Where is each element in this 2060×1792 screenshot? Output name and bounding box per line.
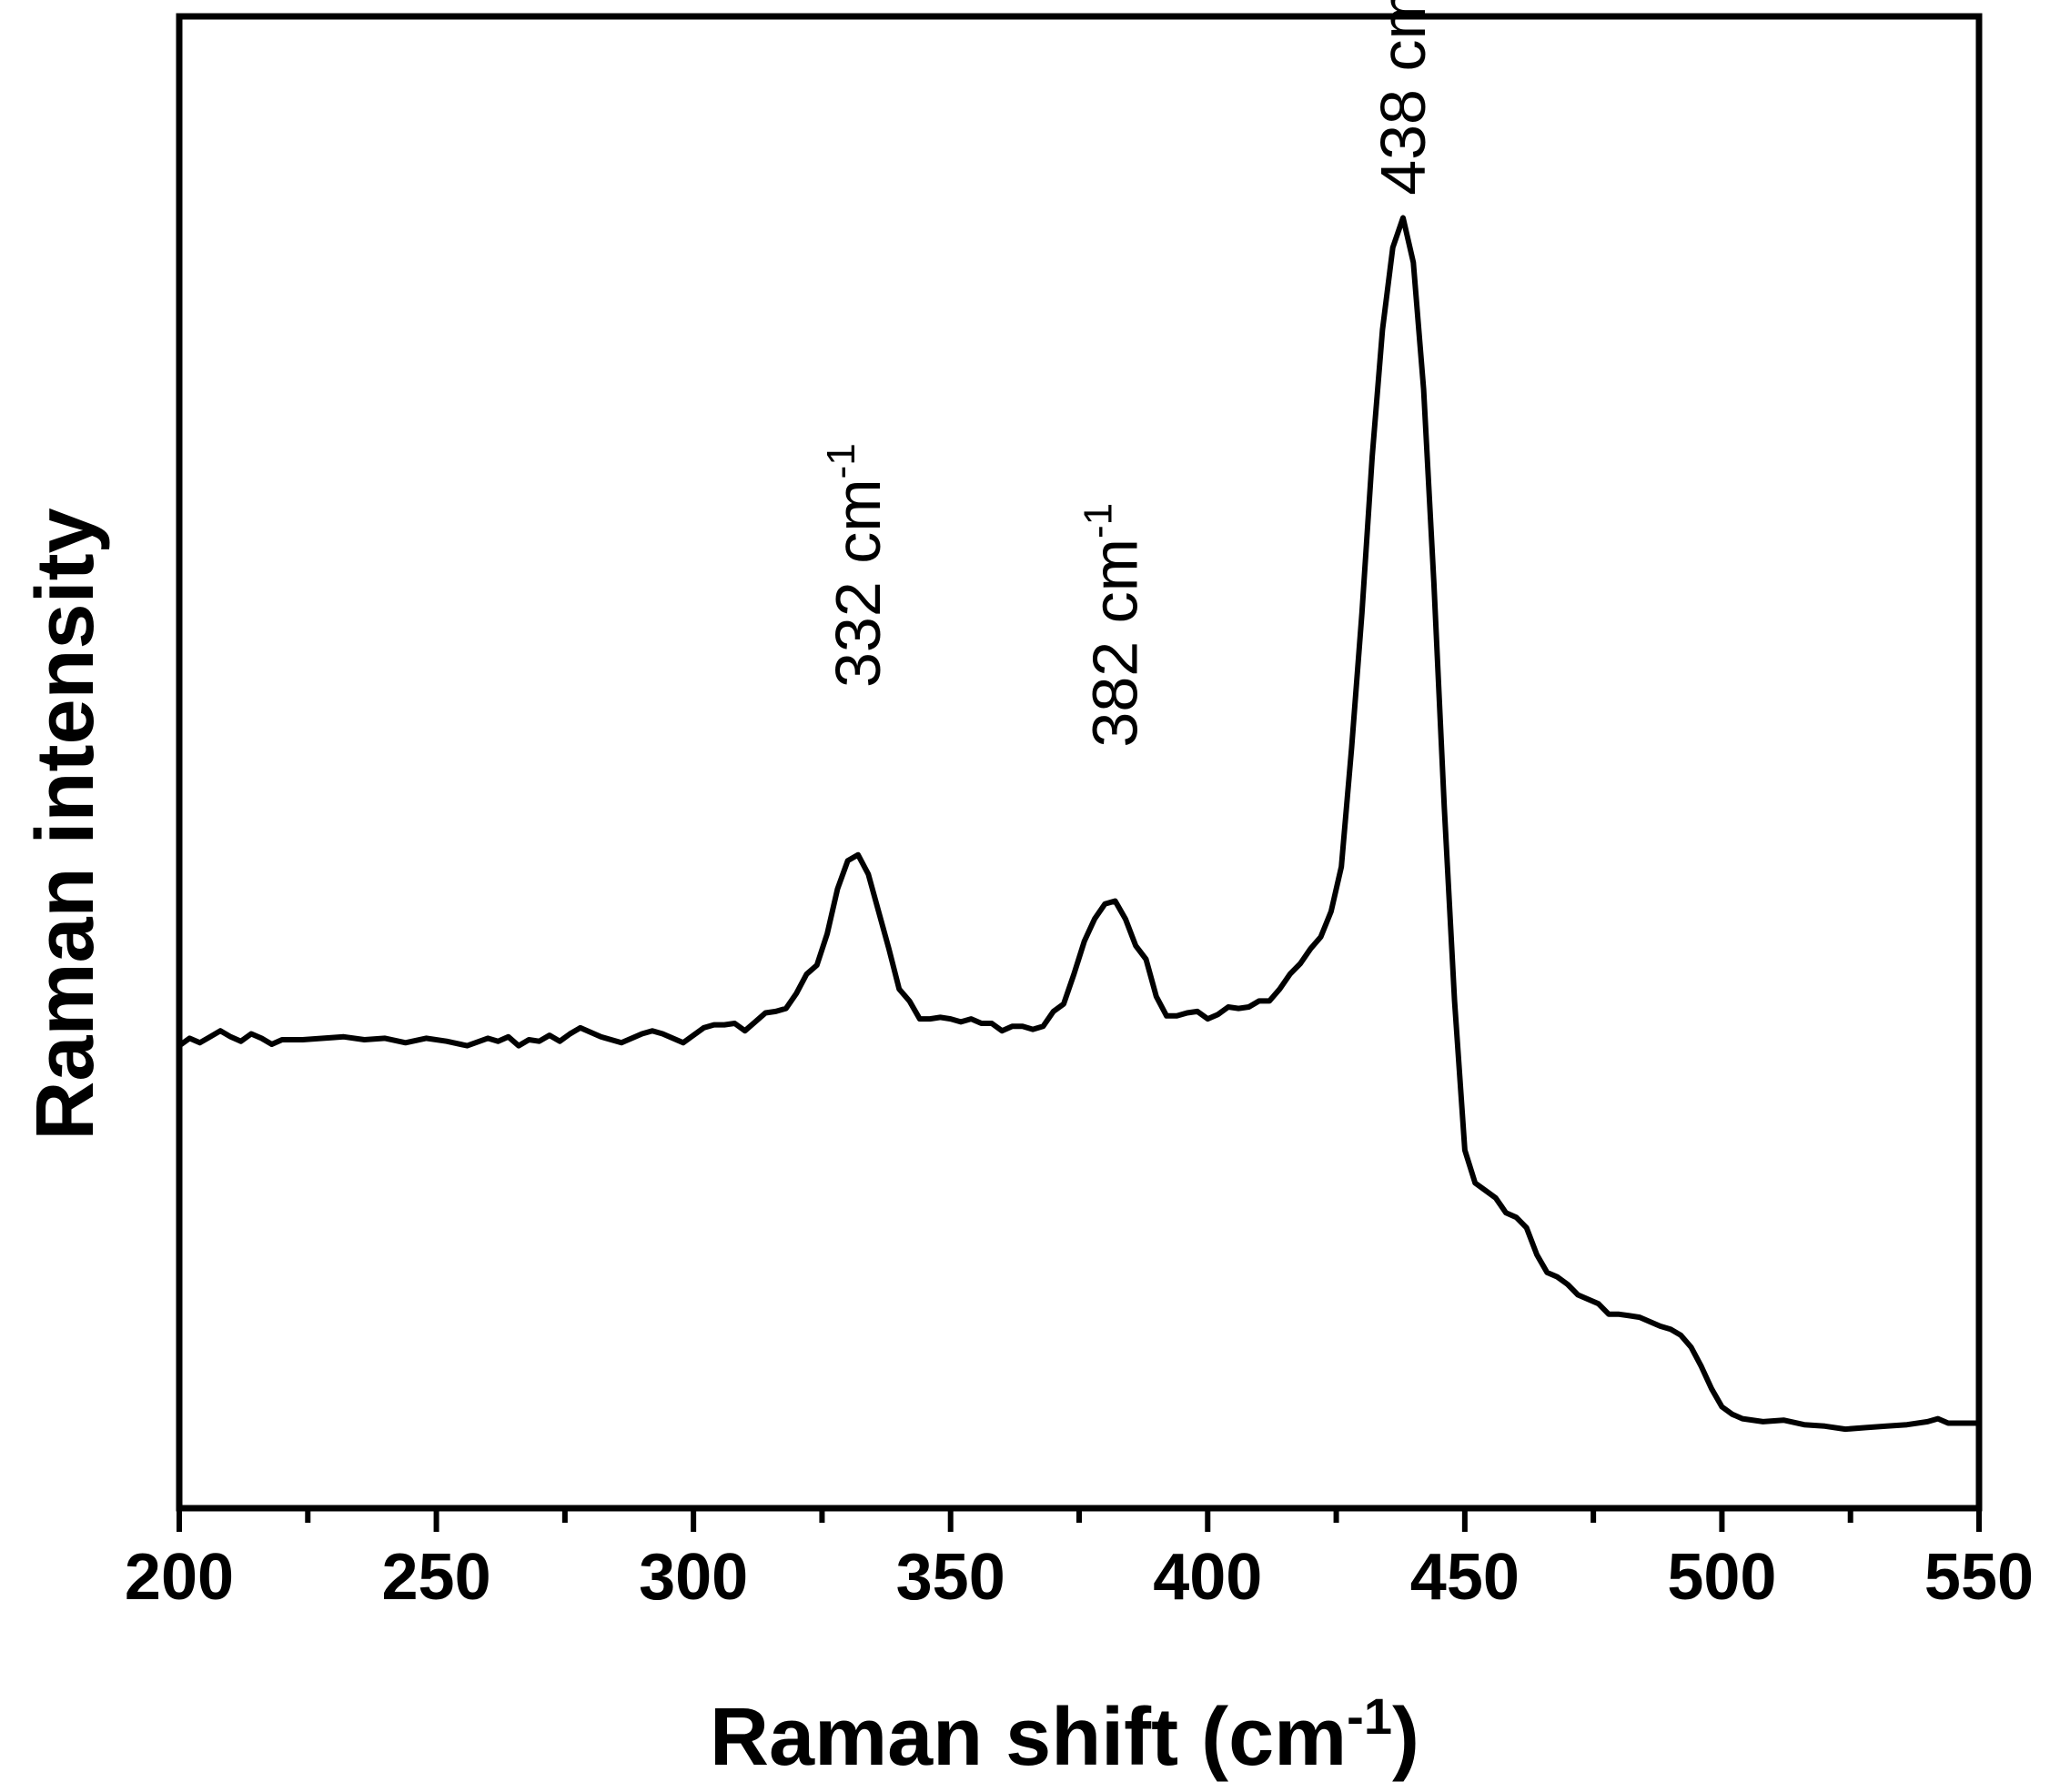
peak-label: 382 cm-1	[1076, 503, 1151, 748]
plot-frame	[176, 13, 1983, 1512]
x-axis-title: Raman shift (cm-1)	[710, 1687, 1419, 1783]
x-tick-label: 200	[125, 1541, 234, 1614]
y-axis-title: Raman intensity	[20, 508, 111, 1140]
x-tick-label: 400	[1153, 1541, 1262, 1614]
x-axis-ticks	[177, 1508, 1982, 1532]
x-tick-label: 500	[1667, 1541, 1776, 1614]
peak-annotations: 332 cm-1 382 cm-1 438 cm-1	[819, 0, 1439, 748]
x-tick-label: 300	[639, 1541, 748, 1614]
peak-label: 332 cm-1	[819, 443, 894, 688]
x-tick-label: 350	[896, 1541, 1005, 1614]
x-tick-label: 450	[1410, 1541, 1520, 1614]
x-tick-label: 250	[382, 1541, 491, 1614]
x-tick-label: 550	[1924, 1541, 2034, 1614]
x-axis-tick-labels: 200 250 300 350 400 450 500 550	[125, 1541, 2034, 1614]
peak-label: 438 cm-1	[1364, 0, 1439, 196]
spectrum-line	[177, 215, 1982, 1433]
